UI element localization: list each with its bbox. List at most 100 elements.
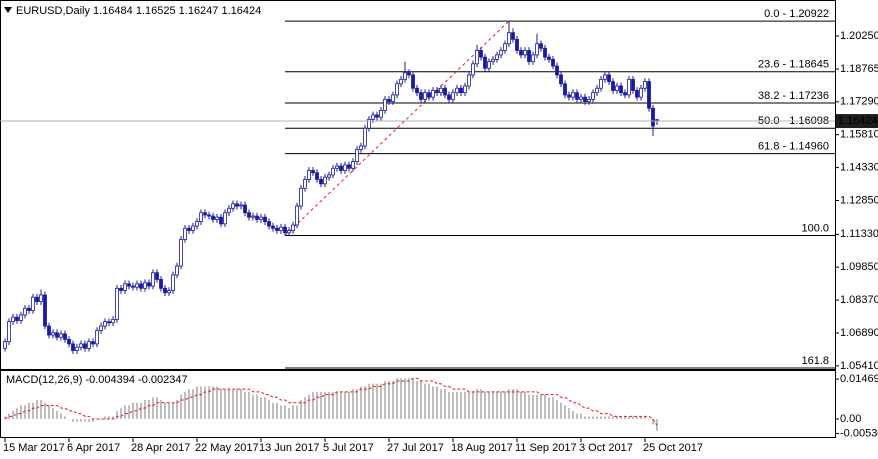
candle-body bbox=[363, 127, 367, 147]
candle-body bbox=[251, 215, 255, 218]
macd-bar bbox=[528, 394, 530, 420]
candle-body bbox=[103, 321, 107, 327]
macd-bar bbox=[596, 416, 598, 420]
macd-bar bbox=[340, 391, 342, 420]
macd-bar bbox=[204, 386, 206, 420]
macd-bar bbox=[68, 419, 70, 420]
y-tick-label: 1.14330 bbox=[840, 162, 878, 174]
candle-body bbox=[159, 279, 163, 289]
candle-body bbox=[555, 65, 559, 76]
candle-body bbox=[495, 54, 499, 60]
candle-body bbox=[519, 50, 523, 56]
candle-body bbox=[535, 43, 539, 56]
macd-bar bbox=[272, 402, 274, 420]
macd-bar bbox=[464, 391, 466, 420]
candle-body bbox=[127, 283, 131, 287]
macd-bar bbox=[20, 405, 22, 420]
macd-bar bbox=[412, 378, 414, 420]
macd-bar bbox=[588, 416, 590, 420]
candle-body bbox=[243, 204, 247, 214]
x-tick-label: 15 Mar 2017 bbox=[3, 442, 65, 454]
macd-bar bbox=[356, 389, 358, 420]
macd-bar bbox=[304, 397, 306, 420]
candle-body bbox=[63, 333, 67, 340]
macd-bar bbox=[260, 397, 262, 420]
fib-label: 38.2 - 1.17236 bbox=[758, 90, 829, 102]
y-tick-label: 1.08370 bbox=[840, 294, 878, 306]
macd-bar bbox=[104, 416, 106, 420]
macd-bar bbox=[140, 402, 142, 420]
candle-body bbox=[107, 321, 111, 324]
candle-body bbox=[31, 296, 35, 311]
macd-bar bbox=[452, 391, 454, 420]
macd-bar bbox=[128, 405, 130, 420]
candle-body bbox=[651, 107, 655, 127]
main-pane bbox=[0, 0, 836, 370]
y-tick-label: 0.014696 bbox=[840, 373, 878, 385]
macd-bar bbox=[176, 400, 178, 420]
macd-bar bbox=[420, 380, 422, 420]
macd-bar bbox=[544, 394, 546, 420]
candle-body bbox=[459, 87, 463, 94]
candle-body bbox=[259, 216, 263, 220]
macd-bar bbox=[460, 391, 462, 420]
macd-bar bbox=[188, 389, 190, 420]
candle-body bbox=[507, 32, 511, 45]
candle-body bbox=[207, 214, 211, 217]
macd-bar bbox=[400, 378, 402, 420]
candle-body bbox=[179, 239, 183, 267]
macd-bar bbox=[508, 389, 510, 420]
macd-bar bbox=[300, 400, 302, 420]
candle-body bbox=[579, 96, 583, 100]
candle-body bbox=[483, 56, 487, 69]
macd-bar bbox=[116, 410, 118, 420]
macd-bar bbox=[156, 397, 158, 420]
macd-bar bbox=[580, 413, 582, 420]
candle-body bbox=[351, 161, 355, 169]
candle-body bbox=[183, 227, 187, 240]
current-price-box bbox=[836, 114, 878, 129]
macd-bar bbox=[268, 400, 270, 420]
macd-bar bbox=[532, 394, 534, 420]
candle-body bbox=[59, 333, 63, 338]
candle-body bbox=[611, 81, 615, 91]
fib-label: 61.8 - 1.14960 bbox=[758, 141, 829, 153]
y-tick-label: 1.06890 bbox=[840, 327, 878, 339]
candle-body bbox=[311, 170, 315, 174]
fib-label: 23.6 - 1.18645 bbox=[758, 59, 829, 71]
candle-body bbox=[227, 207, 231, 214]
candle-body bbox=[175, 265, 179, 276]
x-tick-label: 27 Jul 2017 bbox=[387, 442, 444, 454]
macd-bar bbox=[616, 416, 618, 420]
candle-body bbox=[315, 172, 319, 180]
symbol-menu-icon[interactable] bbox=[4, 7, 12, 13]
candle-body bbox=[587, 98, 591, 102]
macd-bar bbox=[368, 383, 370, 420]
macd-bar bbox=[228, 389, 230, 420]
candle-body bbox=[635, 90, 639, 98]
candle-body bbox=[91, 341, 95, 345]
candle-body bbox=[407, 72, 411, 76]
macd-bar bbox=[388, 380, 390, 420]
candle-body bbox=[35, 296, 39, 303]
candle-body bbox=[303, 178, 307, 189]
macd-bar bbox=[456, 391, 458, 420]
candle-body bbox=[639, 87, 643, 98]
candle-body bbox=[331, 167, 335, 176]
macd-bar bbox=[64, 416, 66, 420]
candle-body bbox=[307, 170, 311, 180]
candle-body bbox=[487, 61, 491, 69]
macd-bar bbox=[372, 383, 374, 420]
macd-bar bbox=[16, 408, 18, 420]
macd-bar bbox=[248, 391, 250, 420]
candle-body bbox=[467, 74, 471, 87]
macd-bar bbox=[24, 405, 26, 420]
macd-bar bbox=[184, 391, 186, 420]
x-tick-label: 13 Jun 2017 bbox=[259, 442, 320, 454]
candle-body bbox=[427, 92, 431, 98]
macd-bar bbox=[428, 383, 430, 420]
macd-bar bbox=[492, 391, 494, 420]
macd-bar bbox=[72, 419, 74, 422]
macd-bar bbox=[8, 413, 10, 420]
macd-bar bbox=[296, 405, 298, 420]
